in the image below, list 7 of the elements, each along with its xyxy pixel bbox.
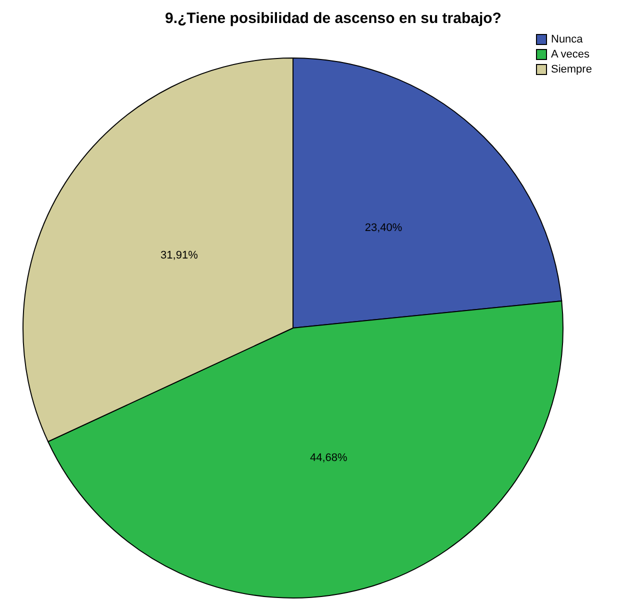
data-label: 31,91% bbox=[160, 249, 198, 262]
data-label: 23,40% bbox=[364, 222, 402, 234]
legend-label: A veces bbox=[551, 48, 590, 60]
legend-label: Siempre bbox=[551, 64, 592, 76]
legend-label: Nunca bbox=[551, 34, 584, 46]
data-label: 44,68% bbox=[310, 452, 348, 464]
chart-title: 9.¿Tiene posibilidad de ascenso en su trabajo? bbox=[165, 10, 502, 27]
